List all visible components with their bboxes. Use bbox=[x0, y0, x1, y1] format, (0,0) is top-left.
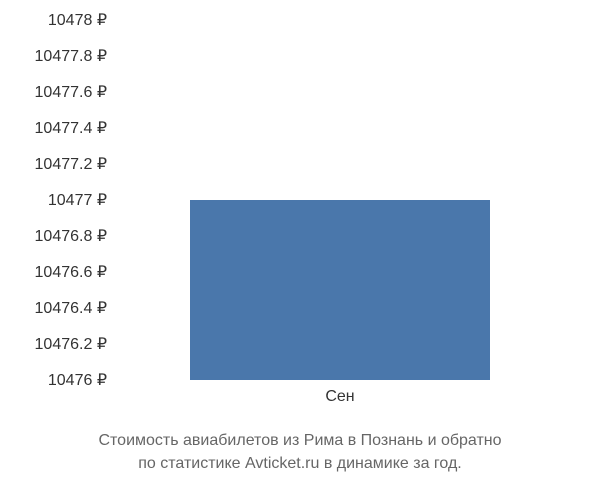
y-tick-label: 10477.6 ₽ bbox=[35, 82, 107, 102]
y-axis: 10478 ₽ 10477.8 ₽ 10477.6 ₽ 10477.4 ₽ 10477.… bbox=[0, 10, 115, 390]
y-tick-label: 10477.4 ₽ bbox=[35, 118, 107, 138]
caption-line1: Стоимость авиабилетов из Рима в Познань … bbox=[98, 432, 501, 449]
y-tick-label: 10476.2 ₽ bbox=[35, 334, 107, 354]
y-tick-label: 10477.2 ₽ bbox=[35, 154, 107, 174]
y-tick-label: 10477 ₽ bbox=[48, 190, 107, 210]
y-tick-label: 10476.6 ₽ bbox=[35, 262, 107, 282]
chart-caption: Стоимость авиабилетов из Рима в Познань … bbox=[0, 430, 600, 475]
x-tick-label: Сен bbox=[325, 388, 354, 406]
y-tick-label: 10476.8 ₽ bbox=[35, 226, 107, 246]
chart-container: 10478 ₽ 10477.8 ₽ 10477.6 ₽ 10477.4 ₽ 10477.… bbox=[0, 10, 600, 410]
y-tick-label: 10477.8 ₽ bbox=[35, 46, 107, 66]
y-tick-label: 10476 ₽ bbox=[48, 370, 107, 390]
bar bbox=[190, 200, 489, 380]
caption-line2: по статистике Avticket.ru в динамике за … bbox=[138, 455, 462, 472]
plot-area bbox=[120, 20, 560, 380]
y-tick-label: 10476.4 ₽ bbox=[35, 298, 107, 318]
y-tick-label: 10478 ₽ bbox=[48, 10, 107, 30]
x-axis: Сен bbox=[120, 388, 560, 418]
